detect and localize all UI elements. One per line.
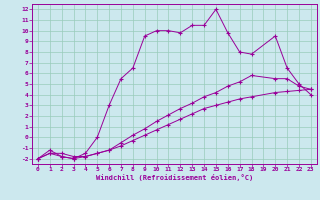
X-axis label: Windchill (Refroidissement éolien,°C): Windchill (Refroidissement éolien,°C)	[96, 174, 253, 181]
